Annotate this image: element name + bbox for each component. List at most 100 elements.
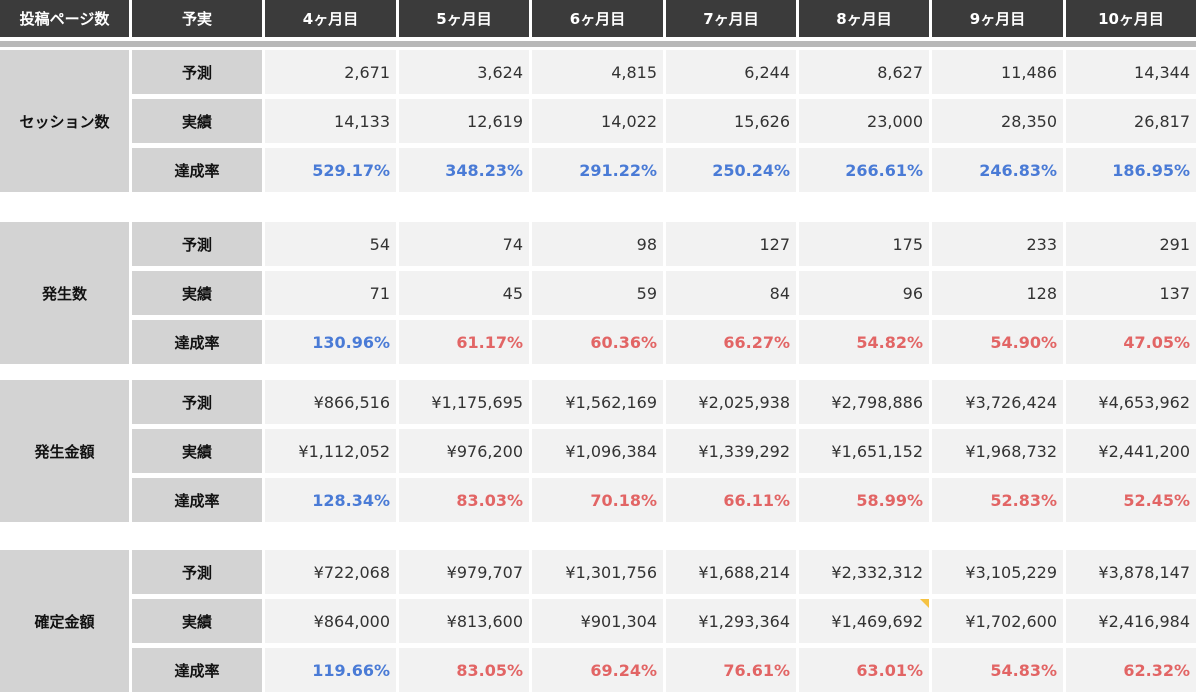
value-cell[interactable]: ¥1,469,692 <box>799 599 929 643</box>
rate-cell[interactable]: 529.17% <box>265 148 396 192</box>
value-cell[interactable]: ¥813,600 <box>399 599 529 643</box>
value-cell[interactable]: 175 <box>799 222 929 266</box>
value-cell[interactable]: ¥2,332,312 <box>799 550 929 594</box>
row-label[interactable]: 達成率 <box>132 648 262 692</box>
value-cell[interactable]: 14,133 <box>265 99 396 143</box>
rate-cell[interactable]: 54.83% <box>932 648 1063 692</box>
rate-cell[interactable]: 83.05% <box>399 648 529 692</box>
value-cell[interactable]: 4,815 <box>532 50 663 94</box>
rate-cell[interactable]: 52.83% <box>932 478 1063 522</box>
value-cell[interactable]: 98 <box>532 222 663 266</box>
value-cell[interactable]: ¥866,516 <box>265 380 396 424</box>
value-cell[interactable]: ¥3,726,424 <box>932 380 1063 424</box>
rate-cell[interactable]: 58.99% <box>799 478 929 522</box>
value-cell[interactable]: 127 <box>666 222 796 266</box>
group-label[interactable]: 発生金額 <box>0 380 129 522</box>
value-cell[interactable]: 74 <box>399 222 529 266</box>
value-cell[interactable]: 96 <box>799 271 929 315</box>
rate-cell[interactable]: 47.05% <box>1066 320 1196 364</box>
value-cell[interactable]: 28,350 <box>932 99 1063 143</box>
value-cell[interactable]: 71 <box>265 271 396 315</box>
value-cell[interactable]: ¥1,301,756 <box>532 550 663 594</box>
value-cell[interactable]: ¥1,096,384 <box>532 429 663 473</box>
value-cell[interactable]: ¥1,651,152 <box>799 429 929 473</box>
value-cell[interactable]: ¥722,068 <box>265 550 396 594</box>
rate-cell[interactable]: 119.66% <box>265 648 396 692</box>
value-cell[interactable]: 59 <box>532 271 663 315</box>
value-cell[interactable]: 11,486 <box>932 50 1063 94</box>
value-cell[interactable]: 8,627 <box>799 50 929 94</box>
value-cell[interactable]: ¥3,105,229 <box>932 550 1063 594</box>
rate-cell[interactable]: 70.18% <box>532 478 663 522</box>
value-cell[interactable]: 14,022 <box>532 99 663 143</box>
value-cell[interactable]: 233 <box>932 222 1063 266</box>
value-cell[interactable]: 6,244 <box>666 50 796 94</box>
rate-cell[interactable]: 54.90% <box>932 320 1063 364</box>
value-cell[interactable]: ¥901,304 <box>532 599 663 643</box>
column-header[interactable]: 6ヶ月目 <box>532 0 663 37</box>
value-cell[interactable]: 3,624 <box>399 50 529 94</box>
value-cell[interactable]: ¥1,968,732 <box>932 429 1063 473</box>
value-cell[interactable]: ¥2,798,886 <box>799 380 929 424</box>
rate-cell[interactable]: 62.32% <box>1066 648 1196 692</box>
rate-cell[interactable]: 250.24% <box>666 148 796 192</box>
row-label[interactable]: 実績 <box>132 99 262 143</box>
value-cell[interactable]: 14,344 <box>1066 50 1196 94</box>
rate-cell[interactable]: 130.96% <box>265 320 396 364</box>
rate-cell[interactable]: 66.11% <box>666 478 796 522</box>
column-header[interactable]: 5ヶ月目 <box>399 0 529 37</box>
value-cell[interactable]: 26,817 <box>1066 99 1196 143</box>
row-label[interactable]: 達成率 <box>132 148 262 192</box>
value-cell[interactable]: ¥2,441,200 <box>1066 429 1196 473</box>
value-cell[interactable]: 54 <box>265 222 396 266</box>
value-cell[interactable]: ¥1,702,600 <box>932 599 1063 643</box>
group-label[interactable]: セッション数 <box>0 50 129 192</box>
column-header[interactable]: 投稿ページ数 <box>0 0 129 37</box>
group-label[interactable]: 発生数 <box>0 222 129 364</box>
row-label[interactable]: 実績 <box>132 429 262 473</box>
column-header[interactable]: 7ヶ月目 <box>666 0 796 37</box>
rate-cell[interactable]: 128.34% <box>265 478 396 522</box>
value-cell[interactable]: ¥1,688,214 <box>666 550 796 594</box>
value-cell[interactable]: ¥979,707 <box>399 550 529 594</box>
group-label[interactable]: 確定金額 <box>0 550 129 692</box>
row-label[interactable]: 達成率 <box>132 478 262 522</box>
value-cell[interactable]: ¥2,416,984 <box>1066 599 1196 643</box>
rate-cell[interactable]: 83.03% <box>399 478 529 522</box>
value-cell[interactable]: 12,619 <box>399 99 529 143</box>
value-cell[interactable]: ¥4,653,962 <box>1066 380 1196 424</box>
value-cell[interactable]: 2,671 <box>265 50 396 94</box>
column-header[interactable]: 4ヶ月目 <box>265 0 396 37</box>
row-label[interactable]: 達成率 <box>132 320 262 364</box>
row-label[interactable]: 予測 <box>132 50 262 94</box>
rate-cell[interactable]: 66.27% <box>666 320 796 364</box>
value-cell[interactable]: ¥864,000 <box>265 599 396 643</box>
rate-cell[interactable]: 291.22% <box>532 148 663 192</box>
value-cell[interactable]: ¥1,562,169 <box>532 380 663 424</box>
rate-cell[interactable]: 69.24% <box>532 648 663 692</box>
value-cell[interactable]: ¥1,293,364 <box>666 599 796 643</box>
row-label[interactable]: 予測 <box>132 550 262 594</box>
rate-cell[interactable]: 348.23% <box>399 148 529 192</box>
value-cell[interactable]: ¥1,112,052 <box>265 429 396 473</box>
value-cell[interactable]: 23,000 <box>799 99 929 143</box>
value-cell[interactable]: 15,626 <box>666 99 796 143</box>
value-cell[interactable]: 84 <box>666 271 796 315</box>
value-cell[interactable]: 137 <box>1066 271 1196 315</box>
row-label[interactable]: 予測 <box>132 222 262 266</box>
rate-cell[interactable]: 186.95% <box>1066 148 1196 192</box>
row-label[interactable]: 実績 <box>132 599 262 643</box>
column-header[interactable]: 10ヶ月目 <box>1066 0 1196 37</box>
rate-cell[interactable]: 246.83% <box>932 148 1063 192</box>
rate-cell[interactable]: 60.36% <box>532 320 663 364</box>
value-cell[interactable]: 291 <box>1066 222 1196 266</box>
column-header[interactable]: 8ヶ月目 <box>799 0 929 37</box>
rate-cell[interactable]: 61.17% <box>399 320 529 364</box>
rate-cell[interactable]: 266.61% <box>799 148 929 192</box>
column-header[interactable]: 予実 <box>132 0 262 37</box>
value-cell[interactable]: ¥2,025,938 <box>666 380 796 424</box>
value-cell[interactable]: ¥3,878,147 <box>1066 550 1196 594</box>
value-cell[interactable]: ¥1,339,292 <box>666 429 796 473</box>
rate-cell[interactable]: 52.45% <box>1066 478 1196 522</box>
row-label[interactable]: 実績 <box>132 271 262 315</box>
